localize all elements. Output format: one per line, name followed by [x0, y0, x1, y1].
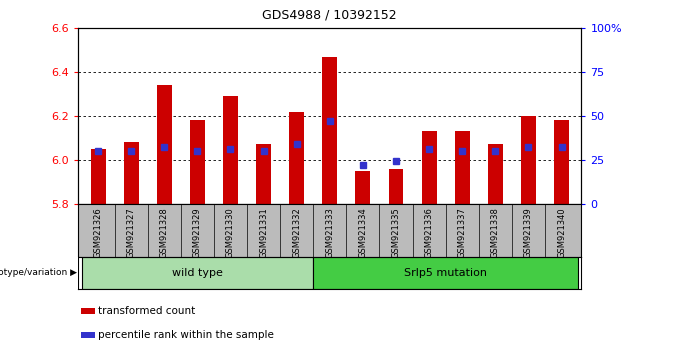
Text: GSM921335: GSM921335 [392, 207, 401, 258]
Bar [422, 131, 437, 204]
Bar [256, 144, 271, 204]
Text: wild type: wild type [172, 268, 223, 278]
Bar [488, 144, 503, 204]
Text: GSM921326: GSM921326 [94, 207, 103, 258]
Text: percentile rank within the sample: percentile rank within the sample [98, 330, 274, 340]
Text: GSM921337: GSM921337 [458, 207, 466, 258]
Bar [554, 120, 569, 204]
Text: GSM921327: GSM921327 [126, 207, 136, 258]
Bar [313, 257, 578, 289]
Text: GSM921333: GSM921333 [325, 207, 335, 258]
Text: GSM921328: GSM921328 [160, 207, 169, 258]
Bar [289, 112, 304, 204]
Text: Srlp5 mutation: Srlp5 mutation [404, 268, 487, 278]
Bar [356, 171, 371, 204]
Text: GSM921340: GSM921340 [557, 207, 566, 258]
Bar [455, 131, 470, 204]
Bar [124, 142, 139, 204]
Text: GSM921329: GSM921329 [193, 207, 202, 258]
Bar [388, 169, 403, 204]
Text: GSM921336: GSM921336 [424, 207, 434, 258]
Text: GSM921330: GSM921330 [226, 207, 235, 258]
Text: GSM921339: GSM921339 [524, 207, 533, 258]
Bar [90, 149, 105, 204]
Bar [157, 85, 172, 204]
Text: GSM921334: GSM921334 [358, 207, 367, 258]
Bar [190, 120, 205, 204]
Text: transformed count: transformed count [98, 306, 195, 316]
Text: GSM921338: GSM921338 [491, 207, 500, 258]
Bar [82, 257, 313, 289]
Bar [322, 57, 337, 204]
Bar [223, 96, 238, 204]
Bar [521, 116, 536, 204]
Text: genotype/variation ▶: genotype/variation ▶ [0, 268, 77, 277]
Text: GSM921331: GSM921331 [259, 207, 268, 258]
Bar [82, 308, 95, 314]
Bar [82, 332, 95, 338]
Text: GSM921332: GSM921332 [292, 207, 301, 258]
Text: GDS4988 / 10392152: GDS4988 / 10392152 [262, 9, 397, 22]
